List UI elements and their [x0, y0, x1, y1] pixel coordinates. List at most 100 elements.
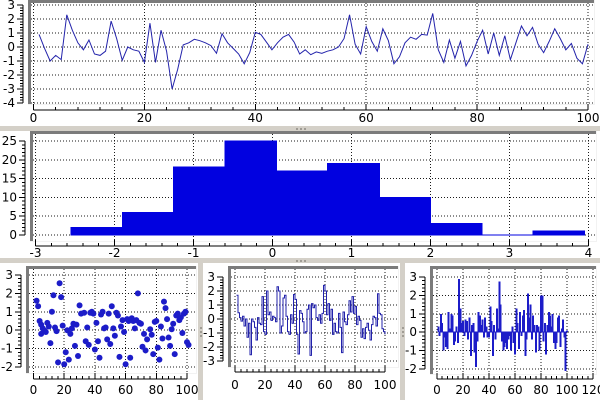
svg-text:40: 40: [87, 383, 102, 397]
svg-text:3: 3: [5, 268, 13, 282]
splitter-grip: [304, 259, 306, 262]
splitter-grip: [401, 327, 404, 329]
svg-text:0: 0: [30, 111, 38, 125]
svg-text:0: 0: [269, 246, 277, 258]
svg-text:-1: -1: [188, 246, 200, 258]
panel-bars: 3 2 1 0 -1 -2 0 20 40 60 80 100120: [405, 263, 600, 400]
splitter-horizontal-1[interactable]: [0, 126, 600, 131]
svg-text:0: 0: [207, 312, 215, 326]
splitter-grip: [199, 331, 202, 333]
scatter-series: [33, 280, 192, 368]
svg-text:-3: -3: [30, 246, 42, 258]
svg-text:4: 4: [585, 246, 593, 258]
svg-text:1: 1: [348, 246, 356, 258]
svg-text:20: 20: [455, 383, 470, 397]
svg-text:3: 3: [207, 270, 215, 284]
svg-text:60: 60: [507, 383, 522, 397]
x-tick-labels: 0 20 40 60 80 100: [30, 111, 600, 125]
histogram-plot-canvas[interactable]: 0 5 10 15 20 25 -3 -2 -1 0 1 2 3 4: [0, 131, 600, 258]
svg-text:25: 25: [2, 134, 17, 148]
panel-scatter: 3 2 1 0 -1 -2 0 20 40 60 80 100: [0, 263, 198, 400]
splitter-grip: [296, 127, 298, 130]
svg-text:-1: -1: [3, 54, 15, 68]
y-tick-labels: 3 2 1 0 -1 -2: [405, 270, 417, 376]
y-axis-ruler: [419, 276, 426, 370]
timeseries-series: [38, 13, 589, 90]
scatter-plot-canvas[interactable]: 3 2 1 0 -1 -2 0 20 40 60 80 100: [0, 263, 198, 400]
svg-text:3: 3: [409, 270, 417, 284]
svg-text:100: 100: [577, 111, 600, 125]
x-tick-labels: -3 -2 -1 0 1 2 3 4: [30, 246, 593, 258]
svg-text:3: 3: [7, 0, 15, 12]
svg-text:20: 20: [2, 153, 17, 167]
splitter-horizontal-2[interactable]: [0, 258, 600, 263]
svg-text:1: 1: [207, 298, 215, 312]
svg-text:0: 0: [5, 323, 13, 337]
splitter-vertical-2[interactable]: [400, 263, 405, 400]
splitter-grip: [401, 331, 404, 333]
svg-text:15: 15: [2, 172, 17, 186]
svg-text:0: 0: [9, 228, 17, 242]
splitter-grip: [199, 335, 202, 337]
svg-text:2: 2: [7, 12, 15, 26]
svg-text:100: 100: [176, 383, 198, 397]
y-axis-ruler: [17, 4, 24, 104]
x-tick-labels: 0 20 40 60 80 100120: [433, 383, 600, 397]
svg-text:-2: -2: [3, 68, 15, 82]
svg-text:-2: -2: [1, 360, 13, 374]
grid-lines: [31, 3, 594, 104]
svg-text:0: 0: [7, 40, 15, 54]
histogram-series: [70, 140, 586, 236]
splitter-vertical-1[interactable]: [198, 263, 203, 400]
svg-text:1: 1: [5, 305, 13, 319]
splitter-grip: [304, 127, 306, 130]
svg-text:-2: -2: [405, 362, 417, 376]
svg-text:100: 100: [556, 383, 579, 397]
splitter-grip: [401, 335, 404, 337]
svg-text:20: 20: [257, 378, 272, 392]
x-axis-ruler: [436, 373, 594, 380]
svg-text:-2: -2: [109, 246, 121, 258]
svg-text:10: 10: [2, 190, 17, 204]
svg-text:60: 60: [317, 378, 332, 392]
svg-text:20: 20: [137, 111, 152, 125]
svg-text:-3: -3: [203, 354, 215, 368]
svg-text:2: 2: [207, 284, 215, 298]
y-axis-ruler: [19, 140, 26, 236]
bars-series: [437, 278, 568, 371]
svg-text:80: 80: [149, 383, 164, 397]
panel-timeseries: 3 2 1 0 -1 -2 -3 -4 0 20 40 60 80 100: [0, 0, 600, 126]
plot-frame: [228, 266, 399, 368]
svg-text:40: 40: [287, 378, 302, 392]
panel-histogram: 0 5 10 15 20 25 -3 -2 -1 0 1 2 3 4: [0, 131, 600, 258]
y-tick-labels: 0 5 10 15 20 25: [2, 134, 17, 242]
step-series: [236, 284, 386, 356]
svg-text:0: 0: [409, 325, 417, 339]
splitter-grip: [300, 259, 302, 262]
svg-text:40: 40: [248, 111, 263, 125]
svg-text:20: 20: [57, 383, 72, 397]
bars-plot-canvas[interactable]: 3 2 1 0 -1 -2 0 20 40 60 80 100120: [405, 263, 600, 400]
plot-frame: [28, 0, 595, 105]
svg-text:0: 0: [231, 378, 239, 392]
svg-text:2: 2: [5, 286, 13, 300]
svg-text:-4: -4: [3, 96, 15, 110]
svg-text:60: 60: [118, 383, 133, 397]
svg-text:-1: -1: [203, 326, 215, 340]
svg-text:5: 5: [9, 209, 17, 223]
x-axis-ruler: [33, 104, 589, 111]
x-axis-ruler: [35, 240, 589, 247]
svg-text:-1: -1: [405, 344, 417, 358]
y-axis-ruler: [15, 274, 22, 368]
svg-text:0: 0: [433, 383, 441, 397]
y-tick-labels: 3 2 1 0 -1 -2: [1, 268, 13, 374]
svg-text:40: 40: [481, 383, 496, 397]
plot-frame: [430, 266, 597, 375]
svg-text:-1: -1: [1, 342, 13, 356]
y-axis-ruler: [217, 276, 224, 362]
splitter-grip: [199, 327, 202, 329]
